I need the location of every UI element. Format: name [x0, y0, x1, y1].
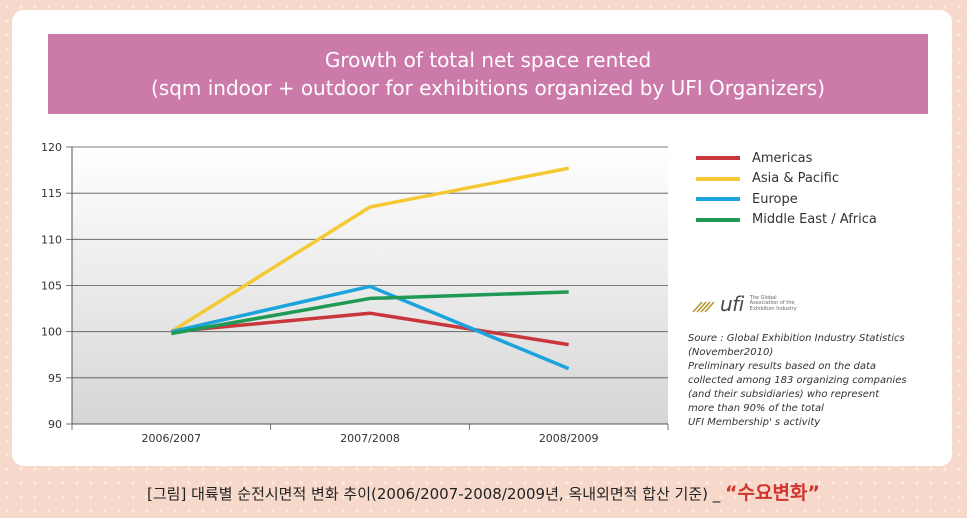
ufi-logo-text: ufi	[720, 292, 744, 316]
y-tick-label: 95	[48, 372, 62, 385]
source-line: (November2010)	[688, 347, 774, 358]
y-tick-label: 120	[41, 141, 62, 154]
legend-swatch	[696, 197, 740, 202]
chart-legend: Americas Asia & Pacific Europe Middle East …	[696, 148, 936, 230]
source-note: Soure : Global Exhibition Industry Stati…	[688, 332, 950, 430]
chart-title-line-1: Growth of total net space rented	[324, 48, 652, 72]
source-line: collected among 183 organizing companies	[688, 375, 907, 386]
ufi-logo: ufi The Global Association of the Exhibi…	[692, 292, 822, 316]
ufi-logo-tagline: The Global Association of the Exhibition…	[749, 294, 800, 313]
legend-swatch	[696, 176, 740, 181]
y-tick-label: 105	[41, 280, 62, 293]
caption-text: [그림] 대륙별 순전시면적 변화 추이(2006/2007-2008/2009…	[147, 485, 726, 503]
legend-label: Asia & Pacific	[752, 171, 839, 187]
y-tick-label: 90	[48, 418, 62, 431]
legend-label: Americas	[752, 150, 813, 166]
ufi-tagline-line-2: Association of the	[749, 300, 795, 307]
legend-swatch	[696, 217, 740, 222]
legend-item-americas: Americas	[696, 148, 936, 169]
figure-caption: [그림] 대륙별 순전시면적 변화 추이(2006/2007-2008/2009…	[0, 478, 967, 505]
ufi-tagline-line-1: The Global	[749, 294, 777, 301]
source-line: (and their subsidiaries) who represent	[688, 389, 880, 400]
series-line-asia-pacific	[170, 166, 570, 334]
legend-item-asia-pacific: Asia & Pacific	[696, 169, 936, 190]
chart-title-line-2: (sqm indoor + outdoor for exhibitions or…	[150, 76, 826, 100]
x-tick-label: 2006/2007	[141, 432, 201, 445]
legend-item-europe: Europe	[696, 189, 936, 210]
ufi-tagline-line-3: Exhibition Industry	[749, 305, 797, 312]
source-line: UFI Membership' s activity	[688, 417, 821, 428]
ufi-logo-icon	[692, 301, 715, 313]
source-line: more than 90% of the total	[688, 403, 824, 414]
legend-label: Europe	[752, 191, 798, 207]
legend-item-middle-east-africa: Middle East / Africa	[696, 210, 936, 231]
y-tick-label: 115	[41, 187, 62, 200]
x-tick-label: 2007/2008	[340, 432, 400, 445]
legend-label: Middle East / Africa	[752, 212, 877, 228]
series-line-middle-east-africa	[171, 290, 569, 336]
caption-emphasis: “수요변화”	[725, 482, 820, 504]
source-line: Preliminary results based on the data	[688, 361, 877, 372]
source-line: Soure : Global Exhibition Industry Stati…	[688, 333, 905, 344]
series-line-europe	[170, 284, 570, 371]
y-tick-label: 110	[41, 233, 62, 246]
y-tick-label: 100	[41, 326, 62, 339]
series-line-americas	[171, 311, 569, 347]
legend-swatch	[696, 156, 740, 161]
x-tick-label: 2008/2009	[539, 432, 599, 445]
chart-title: Growth of total net space rented (sqm in…	[48, 34, 928, 114]
